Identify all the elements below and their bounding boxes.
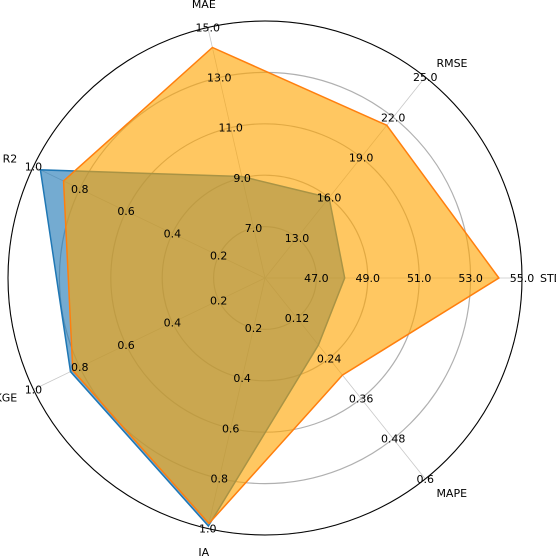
- tick-label: 49.0: [356, 272, 381, 285]
- polar-frame: [7, 20, 523, 536]
- tick-label: 13.0: [285, 232, 310, 245]
- tick-label: 0.4: [164, 227, 182, 240]
- tick-label: 0.6: [416, 473, 434, 486]
- tick-label: 0.8: [211, 472, 229, 485]
- tick-label: 15.0: [196, 21, 221, 34]
- series-polygon: [62, 46, 500, 525]
- tick-label: 19.0: [349, 151, 374, 164]
- tick-label: 9.0: [233, 172, 251, 185]
- tick-label: 0.36: [349, 393, 374, 406]
- tick-label: 25.0: [413, 71, 438, 84]
- axis-name-label: R2: [3, 153, 18, 166]
- tick-label: 55.0: [510, 272, 535, 285]
- tick-label: 0.2: [210, 294, 228, 307]
- tick-label: 0.8: [71, 361, 89, 374]
- tick-label: 0.6: [117, 205, 135, 218]
- axis-name-label: MAPE: [436, 487, 467, 500]
- tick-label: 11.0: [218, 122, 243, 135]
- tick-label: 7.0: [245, 222, 263, 235]
- tick-label: 1.0: [25, 160, 43, 173]
- axis-name-label: MAE: [192, 0, 216, 11]
- tick-label: 53.0: [458, 272, 483, 285]
- tick-label: 0.24: [317, 352, 342, 365]
- tick-label: 0.4: [164, 317, 182, 330]
- axis-name-label: RMSE: [436, 57, 467, 70]
- axis-name-label: IA: [198, 546, 209, 557]
- tick-label: 0.48: [381, 433, 406, 446]
- series-layer: [39, 46, 500, 528]
- tick-label: 51.0: [407, 272, 432, 285]
- tick-label: 0.4: [233, 372, 251, 385]
- tick-label: 13.0: [207, 72, 232, 85]
- tick-label: 0.6: [222, 422, 240, 435]
- tick-label: 0.2: [210, 250, 228, 263]
- tick-label: 0.2: [245, 322, 263, 335]
- tick-label: 47.0: [304, 272, 329, 285]
- tick-label: 22.0: [381, 111, 406, 124]
- axis-name-label: KGE: [0, 391, 17, 404]
- tick-label: 16.0: [317, 192, 342, 205]
- tick-label: 0.8: [71, 183, 89, 196]
- axis-name-label: STD: [540, 272, 556, 285]
- tick-label: 0.6: [117, 339, 135, 352]
- tick-label: 1.0: [25, 384, 43, 397]
- tick-label: 1.0: [199, 523, 217, 536]
- tick-label: 0.12: [285, 312, 310, 325]
